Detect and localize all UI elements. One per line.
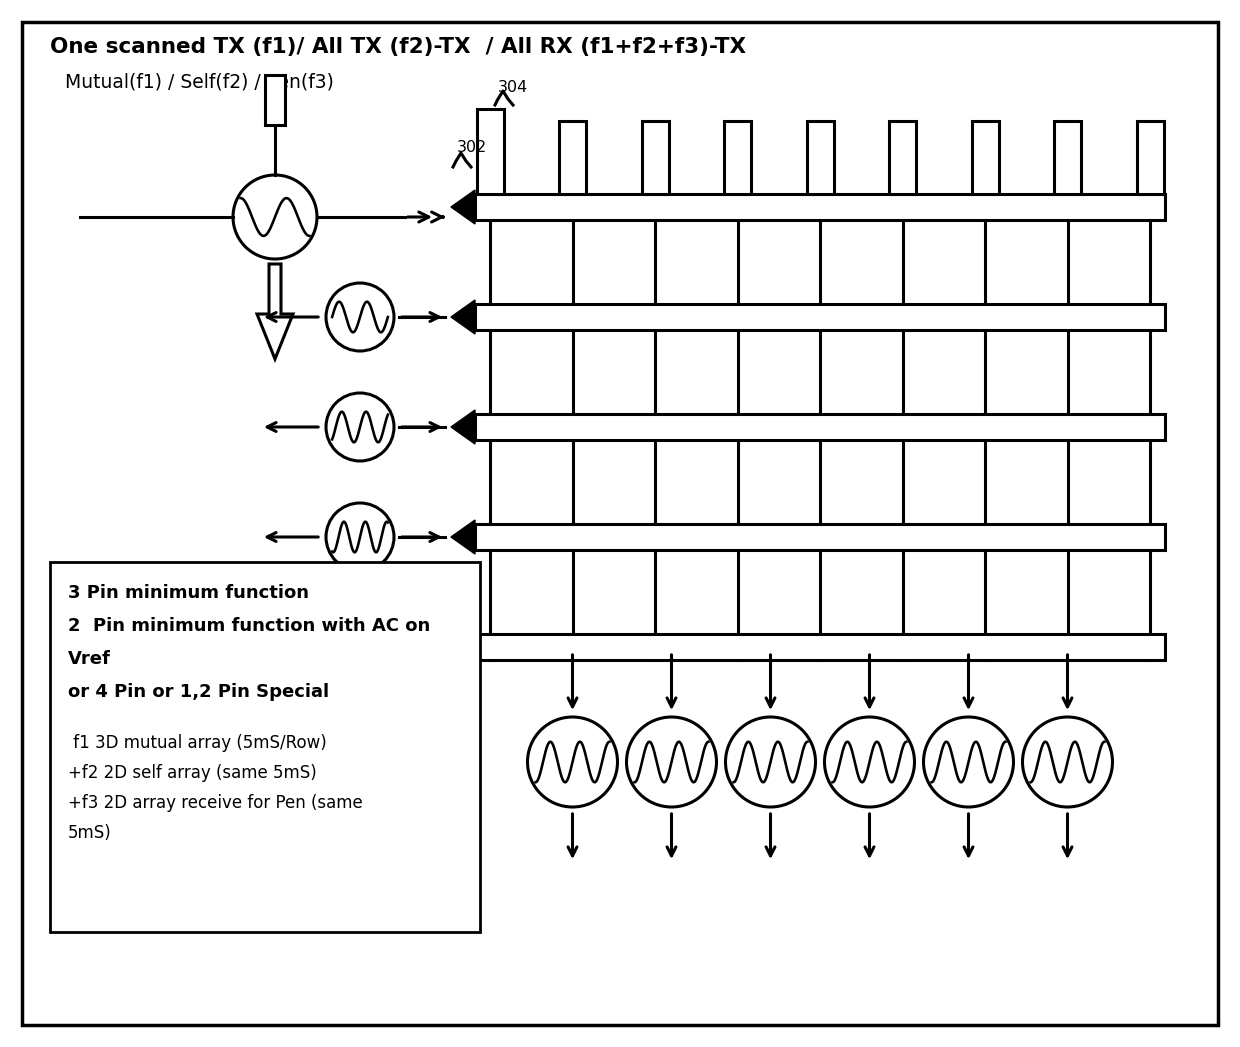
Text: 302: 302 [458,140,487,155]
Text: Vref: Vref [68,650,110,668]
Bar [265,75,285,125]
Bar [475,414,1166,440]
Text: Mutual(f1) / Self(f2) / Pen(f3): Mutual(f1) / Self(f2) / Pen(f3) [64,72,334,91]
Bar [475,194,1166,220]
Bar [1054,121,1081,194]
Bar [1137,121,1163,194]
Text: +f3 2D array receive for Pen (same: +f3 2D array receive for Pen (same [68,794,363,812]
Text: 5mS): 5mS) [68,824,112,842]
Bar [641,121,668,194]
Text: or 4 Pin or 1,2 Pin Special: or 4 Pin or 1,2 Pin Special [68,683,329,701]
Text: 2  Pin minimum function with AC on: 2 Pin minimum function with AC on [68,617,430,634]
Text: f1 3D mutual array (5mS/Row): f1 3D mutual array (5mS/Row) [68,734,327,752]
Polygon shape [451,410,475,444]
Polygon shape [451,190,475,224]
Bar [475,524,1166,550]
Bar [724,121,751,194]
Bar [559,121,587,194]
Bar [806,121,833,194]
Bar [889,121,916,194]
Bar [50,562,480,932]
Text: +f2 2D self array (same 5mS): +f2 2D self array (same 5mS) [68,764,316,782]
Polygon shape [451,300,475,334]
Polygon shape [257,264,293,359]
Bar [475,634,1166,660]
Polygon shape [451,630,475,664]
Text: 3 Pin minimum function: 3 Pin minimum function [68,584,309,602]
Bar [475,304,1166,330]
Text: One scanned TX (f1)/ All TX (f2)-TX  / All RX (f1+f2+f3)-TX: One scanned TX (f1)/ All TX (f2)-TX / Al… [50,37,746,57]
Text: 304: 304 [498,80,528,95]
Bar [971,121,998,194]
Polygon shape [451,520,475,554]
Bar [476,109,503,194]
